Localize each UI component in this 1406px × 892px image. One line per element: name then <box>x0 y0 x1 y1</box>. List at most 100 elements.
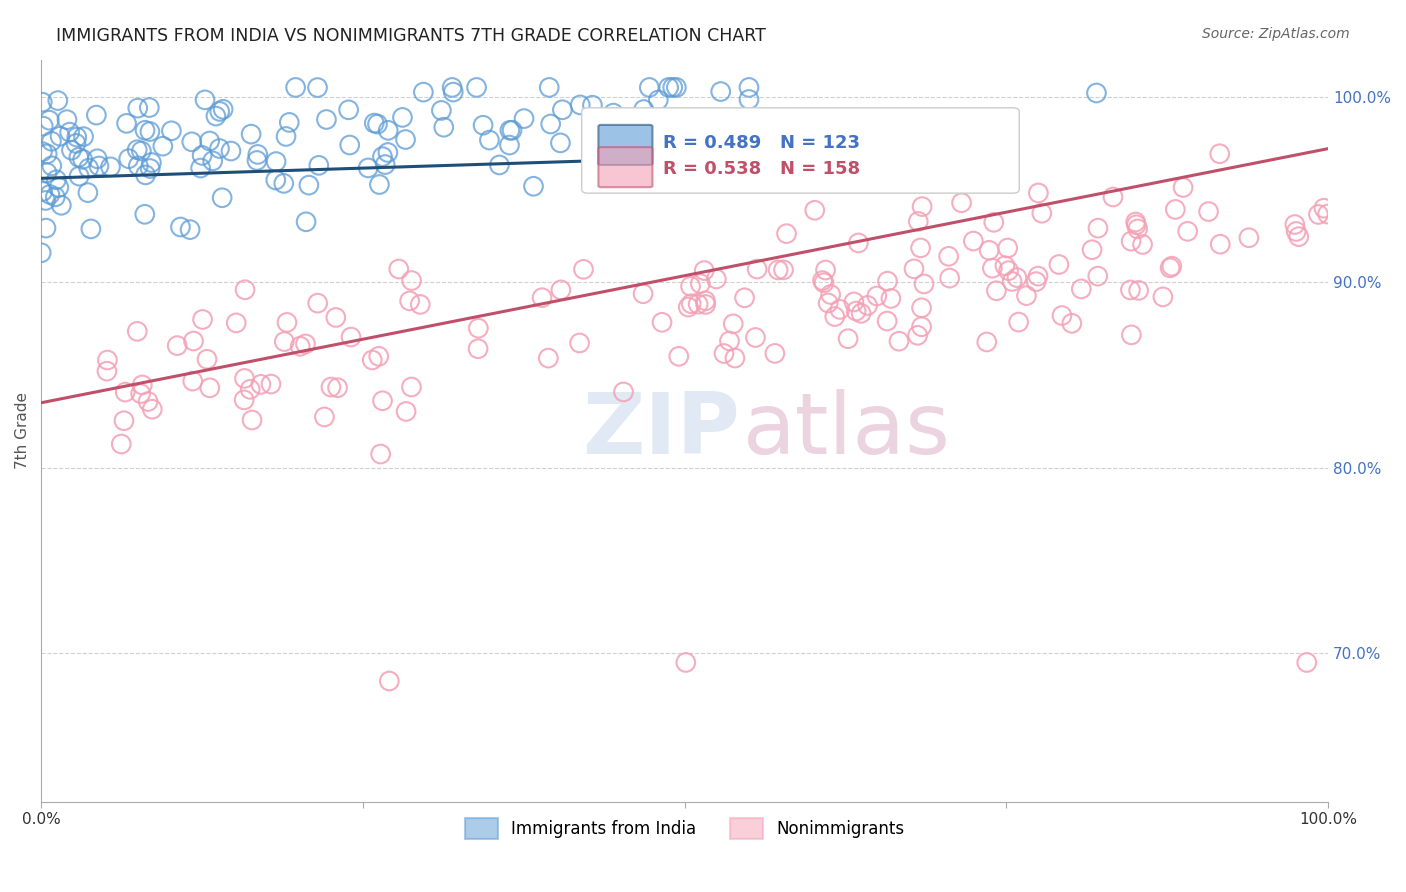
Point <box>1125 218 1147 232</box>
Point <box>647 93 669 107</box>
Point <box>377 123 399 137</box>
Point <box>1308 207 1330 221</box>
Point <box>86 108 108 122</box>
Point <box>1081 243 1104 257</box>
Point <box>67 150 90 164</box>
Point <box>876 314 898 328</box>
Point <box>501 123 523 137</box>
Point <box>72 129 94 144</box>
Point <box>240 127 263 141</box>
Point <box>398 293 420 308</box>
Point <box>314 409 336 424</box>
Point <box>180 135 202 149</box>
Point <box>409 297 432 311</box>
Point <box>1284 218 1306 232</box>
Point <box>678 300 700 314</box>
Point <box>65 136 87 151</box>
Point <box>1237 230 1260 244</box>
Point <box>1025 275 1047 289</box>
Point <box>48 180 70 194</box>
Point <box>401 380 423 394</box>
Point <box>550 136 572 150</box>
Point <box>661 80 683 95</box>
Point <box>1050 309 1073 323</box>
Point <box>59 125 82 139</box>
Point <box>540 117 562 131</box>
Point <box>183 334 205 348</box>
Point <box>246 153 269 168</box>
Point <box>308 158 330 172</box>
Point <box>721 317 744 331</box>
Point <box>208 142 231 156</box>
Point <box>1171 180 1194 194</box>
Point <box>44 190 66 204</box>
Point <box>658 80 681 95</box>
Point <box>704 272 727 286</box>
Point <box>315 112 337 127</box>
Point <box>66 130 89 145</box>
Point <box>46 94 69 108</box>
Point <box>274 129 297 144</box>
Point <box>665 80 688 95</box>
Point <box>129 386 152 401</box>
Point <box>1060 316 1083 330</box>
Point <box>1313 201 1336 215</box>
Point <box>467 321 489 335</box>
Text: ZIP: ZIP <box>582 389 740 472</box>
Point <box>208 104 231 119</box>
Point <box>194 93 217 107</box>
Point <box>1126 222 1149 236</box>
Point <box>80 222 103 236</box>
Point <box>910 319 932 334</box>
Point <box>1209 146 1232 161</box>
Point <box>824 310 846 324</box>
FancyBboxPatch shape <box>599 125 652 165</box>
Text: R = 0.489   N = 123: R = 0.489 N = 123 <box>662 135 859 153</box>
Point <box>1070 282 1092 296</box>
Point <box>710 85 733 99</box>
Point <box>531 291 554 305</box>
Point <box>1047 258 1070 272</box>
Point <box>394 132 416 146</box>
Point <box>962 234 984 248</box>
Point <box>298 178 321 193</box>
Point <box>1102 190 1125 204</box>
Point <box>1316 207 1339 221</box>
Point <box>630 114 652 128</box>
Point <box>51 198 73 212</box>
Point <box>195 352 218 367</box>
Point <box>866 289 889 303</box>
Point <box>41 134 63 148</box>
Point <box>910 241 932 255</box>
Point <box>139 124 162 138</box>
Point <box>911 200 934 214</box>
Point <box>339 138 361 153</box>
Point <box>273 334 295 349</box>
Point <box>205 109 228 123</box>
Point <box>198 134 221 148</box>
Point <box>813 276 835 290</box>
Point <box>201 153 224 168</box>
Point <box>848 235 870 250</box>
Point <box>191 312 214 326</box>
Point <box>1177 224 1199 238</box>
Point <box>845 304 868 318</box>
Point <box>134 123 156 137</box>
Point <box>1087 269 1109 284</box>
Point <box>239 382 262 396</box>
Point <box>803 203 825 218</box>
Point <box>617 128 640 142</box>
Legend: Immigrants from India, Nonimmigrants: Immigrants from India, Nonimmigrants <box>458 812 911 846</box>
Point <box>219 144 242 158</box>
Point <box>278 115 301 129</box>
Point <box>849 306 872 320</box>
Point <box>326 381 349 395</box>
Point <box>31 145 53 159</box>
Point <box>127 101 149 115</box>
Point <box>198 381 221 395</box>
Point <box>499 123 522 137</box>
Point <box>110 437 132 451</box>
Point <box>127 159 149 173</box>
Point <box>1028 186 1050 200</box>
Point <box>602 106 624 120</box>
